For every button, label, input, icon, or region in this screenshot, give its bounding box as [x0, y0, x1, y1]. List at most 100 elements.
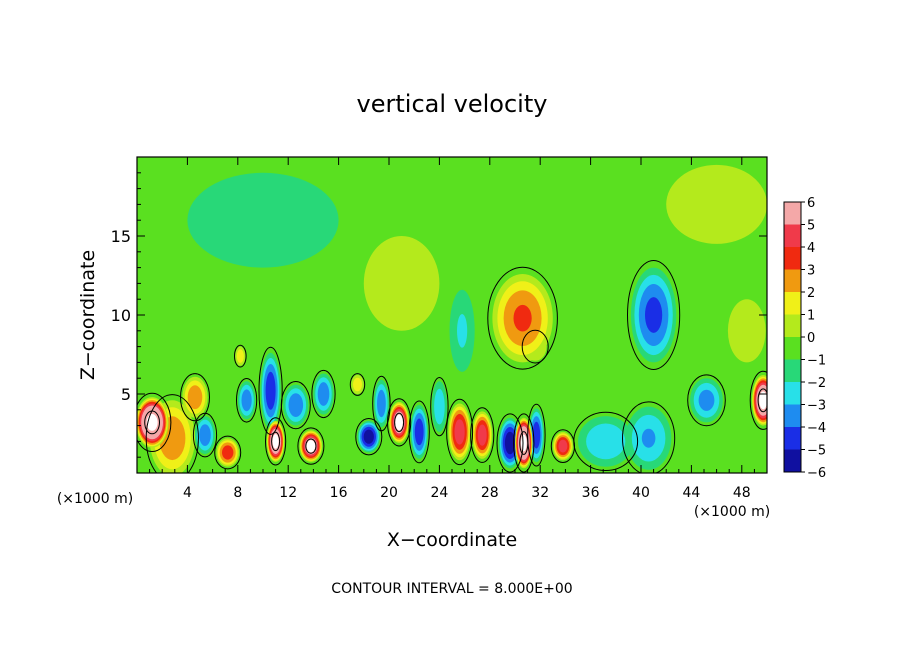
- zero-contour-line: [749, 370, 767, 430]
- zero-contour-line: [487, 266, 558, 370]
- contour-line: [144, 410, 161, 435]
- velocity-cell: [266, 420, 285, 462]
- x-tick-label: 28: [481, 485, 499, 501]
- y-tick-label: 5: [121, 385, 131, 404]
- y-unit-label: (×1000 m): [57, 491, 133, 507]
- colorbar-label: 6: [807, 196, 815, 211]
- colorbar-label: −4: [807, 421, 826, 436]
- colorbar-swatch: [784, 449, 801, 473]
- colorbar-swatch: [784, 404, 801, 428]
- x-tick-label: 36: [582, 485, 600, 501]
- zero-contour-line: [297, 427, 325, 465]
- colorbar-label: 1: [807, 309, 815, 324]
- colorbar-swatch: [784, 382, 801, 405]
- velocity-level-1: [363, 236, 440, 331]
- velocity-level-5: [558, 439, 568, 453]
- colorbar-label: 0: [807, 331, 815, 346]
- contour-interval-note: CONTOUR INTERVAL = 8.000E+00: [331, 581, 572, 597]
- y-tick-label: 10: [111, 306, 131, 325]
- velocity-cell: [313, 373, 334, 415]
- velocity-cell: [625, 406, 672, 470]
- velocity-cell: [283, 384, 309, 426]
- velocity-level-5: [454, 419, 465, 445]
- velocity-level-4: [265, 371, 276, 410]
- velocity-level-8: [759, 391, 767, 410]
- zero-contour-line: [408, 400, 430, 464]
- velocity-level-4: [222, 445, 234, 460]
- colorbar-label: −3: [807, 399, 826, 414]
- velocity-cell: [235, 346, 246, 366]
- velocity-cell: [528, 408, 545, 462]
- velocity-cell: [187, 172, 339, 268]
- velocity-cell: [410, 405, 429, 459]
- velocity-cell: [357, 420, 381, 453]
- colorbar-swatch: [784, 427, 801, 450]
- velocity-cell: [182, 376, 208, 418]
- colorbar-label: 5: [807, 219, 815, 234]
- zero-contour-line: [627, 260, 681, 370]
- zero-contour-line: [311, 369, 336, 419]
- velocity-cell: [299, 430, 323, 462]
- velocity-cell: [351, 375, 364, 394]
- velocity-level-1: [187, 172, 339, 268]
- colorbar-label: 3: [807, 264, 815, 279]
- zero-contour-line: [234, 344, 247, 368]
- x-tick-label: 44: [682, 485, 700, 501]
- velocity-cell: [448, 403, 471, 461]
- zero-contour-line: [214, 435, 242, 470]
- x-axis-label: X−coordinate: [387, 529, 517, 551]
- velocity-level-1: [727, 299, 766, 363]
- x-tick-label: 12: [279, 485, 297, 501]
- zero-contour-line: [446, 398, 474, 466]
- x-unit-label: (×1000 m): [694, 504, 770, 520]
- velocity-cell: [515, 417, 533, 469]
- velocity-level-5: [477, 424, 487, 446]
- contour-line: [519, 431, 529, 455]
- zero-contour-line: [622, 401, 676, 473]
- velocity-cell: [449, 289, 475, 372]
- x-tick-label: 48: [733, 485, 751, 501]
- x-tick-label: 24: [430, 485, 448, 501]
- x-tick-label: 8: [233, 485, 242, 501]
- velocity-level-3: [641, 428, 656, 448]
- x-axis-ticks: 4 8 12 16 20 24 28 32 36 40 44 48: [149, 157, 755, 501]
- x-tick-label: 16: [330, 485, 348, 501]
- velocity-level-2: [586, 423, 626, 460]
- y-axis-label: Z−coordinate: [77, 250, 99, 380]
- velocity-level-2: [236, 349, 244, 363]
- velocity-level-3: [187, 385, 203, 410]
- velocity-cell: [431, 381, 447, 432]
- velocity-level-3: [317, 382, 330, 406]
- colorbar-label: −2: [807, 376, 826, 391]
- colorbar-swatch: [784, 314, 801, 338]
- velocity-level-8: [272, 434, 279, 449]
- velocity-cell: [690, 378, 723, 423]
- contour-line: [394, 412, 405, 433]
- velocity-level-4: [532, 421, 541, 449]
- zero-contour-line: [349, 373, 366, 396]
- colorbar-label: −1: [807, 354, 826, 369]
- velocity-field: [137, 157, 767, 473]
- zero-contour-line: [550, 429, 576, 464]
- zero-contour-line: [258, 346, 283, 435]
- velocity-cell: [472, 411, 493, 459]
- velocity-cell: [260, 352, 281, 429]
- velocity-cell: [137, 397, 169, 448]
- velocity-cell: [727, 299, 766, 363]
- zero-contour-line: [521, 329, 549, 364]
- velocity-cell: [666, 164, 767, 244]
- velocity-level-3: [288, 393, 304, 417]
- velocity-level-9: [520, 434, 527, 452]
- zero-contour-line: [265, 417, 287, 466]
- y-axis-ticks: 5 10 15: [111, 172, 767, 458]
- velocity-cell: [389, 401, 410, 443]
- zero-contour-line: [145, 394, 199, 473]
- velocity-cell: [492, 274, 553, 363]
- velocity-cell: [216, 438, 239, 467]
- velocity-level-4: [645, 297, 663, 333]
- x-tick-label: 40: [632, 485, 650, 501]
- x-tick-label: 4: [183, 485, 192, 501]
- velocity-level-2: [457, 314, 468, 348]
